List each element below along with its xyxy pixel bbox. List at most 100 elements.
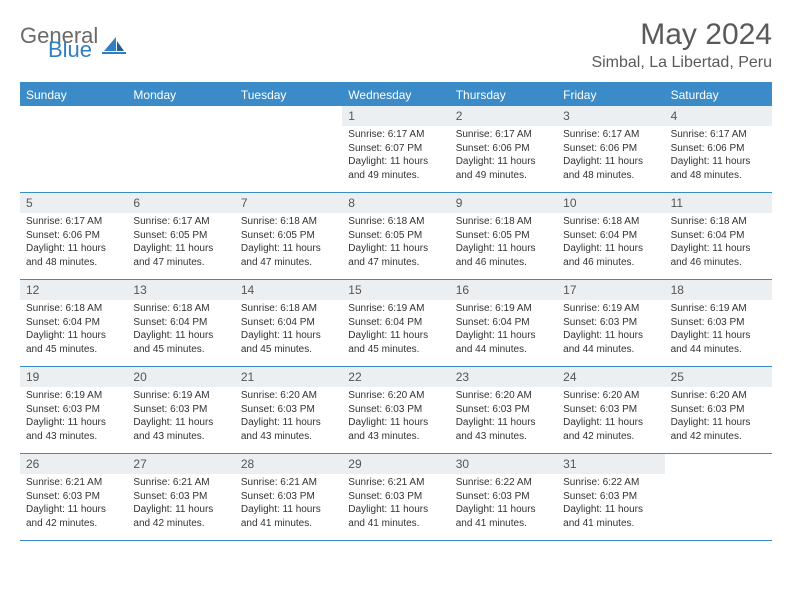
- day-number: 14: [235, 280, 342, 300]
- day-info: Sunrise: 6:20 AMSunset: 6:03 PMDaylight:…: [557, 387, 664, 449]
- day-number: 25: [665, 367, 772, 387]
- day-cell: 15Sunrise: 6:19 AMSunset: 6:04 PMDayligh…: [342, 280, 449, 366]
- day-info: Sunrise: 6:21 AMSunset: 6:03 PMDaylight:…: [20, 474, 127, 536]
- sunrise: Sunrise: 6:17 AM: [456, 128, 551, 142]
- day-header: Thursday: [450, 84, 557, 106]
- day-cell: 25Sunrise: 6:20 AMSunset: 6:03 PMDayligh…: [665, 367, 772, 453]
- day-cell: 18Sunrise: 6:19 AMSunset: 6:03 PMDayligh…: [665, 280, 772, 366]
- day-info: Sunrise: 6:21 AMSunset: 6:03 PMDaylight:…: [342, 474, 449, 536]
- daylight: Daylight: 11 hours and 46 minutes.: [563, 242, 658, 269]
- sunrise: Sunrise: 6:19 AM: [133, 389, 228, 403]
- daylight: Daylight: 11 hours and 42 minutes.: [563, 416, 658, 443]
- daylight: Daylight: 11 hours and 45 minutes.: [241, 329, 336, 356]
- sunrise: Sunrise: 6:21 AM: [26, 476, 121, 490]
- sunrise: Sunrise: 6:17 AM: [26, 215, 121, 229]
- day-number: 20: [127, 367, 234, 387]
- sunset: Sunset: 6:05 PM: [456, 229, 551, 243]
- daylight: Daylight: 11 hours and 48 minutes.: [26, 242, 121, 269]
- daylight: Daylight: 11 hours and 44 minutes.: [456, 329, 551, 356]
- day-info: Sunrise: 6:18 AMSunset: 6:05 PMDaylight:…: [450, 213, 557, 275]
- sunrise: Sunrise: 6:20 AM: [563, 389, 658, 403]
- daylight: Daylight: 11 hours and 49 minutes.: [348, 155, 443, 182]
- day-number: 27: [127, 454, 234, 474]
- day-info: Sunrise: 6:19 AMSunset: 6:04 PMDaylight:…: [342, 300, 449, 362]
- day-cell: 2Sunrise: 6:17 AMSunset: 6:06 PMDaylight…: [450, 106, 557, 192]
- sunrise: Sunrise: 6:18 AM: [26, 302, 121, 316]
- sunset: Sunset: 6:03 PM: [348, 403, 443, 417]
- daylight: Daylight: 11 hours and 47 minutes.: [348, 242, 443, 269]
- calendar: SundayMondayTuesdayWednesdayThursdayFrid…: [20, 82, 772, 541]
- daylight: Daylight: 11 hours and 43 minutes.: [456, 416, 551, 443]
- day-cell: 30Sunrise: 6:22 AMSunset: 6:03 PMDayligh…: [450, 454, 557, 540]
- day-cell: 24Sunrise: 6:20 AMSunset: 6:03 PMDayligh…: [557, 367, 664, 453]
- day-info: Sunrise: 6:18 AMSunset: 6:05 PMDaylight:…: [342, 213, 449, 275]
- day-info: Sunrise: 6:18 AMSunset: 6:04 PMDaylight:…: [235, 300, 342, 362]
- day-info: Sunrise: 6:17 AMSunset: 6:06 PMDaylight:…: [450, 126, 557, 188]
- sunrise: Sunrise: 6:19 AM: [348, 302, 443, 316]
- day-number: 7: [235, 193, 342, 213]
- day-info: Sunrise: 6:17 AMSunset: 6:06 PMDaylight:…: [20, 213, 127, 275]
- day-number: 4: [665, 106, 772, 126]
- daylight: Daylight: 11 hours and 43 minutes.: [26, 416, 121, 443]
- daylight: Daylight: 11 hours and 45 minutes.: [26, 329, 121, 356]
- day-number: 30: [450, 454, 557, 474]
- day-number: 23: [450, 367, 557, 387]
- sunrise: Sunrise: 6:21 AM: [241, 476, 336, 490]
- sunset: Sunset: 6:03 PM: [671, 316, 766, 330]
- daylight: Daylight: 11 hours and 41 minutes.: [348, 503, 443, 530]
- sunset: Sunset: 6:03 PM: [563, 316, 658, 330]
- day-info: Sunrise: 6:17 AMSunset: 6:06 PMDaylight:…: [557, 126, 664, 188]
- sail-icon: [102, 35, 126, 55]
- daylight: Daylight: 11 hours and 41 minutes.: [563, 503, 658, 530]
- day-info: Sunrise: 6:22 AMSunset: 6:03 PMDaylight:…: [557, 474, 664, 536]
- sunrise: Sunrise: 6:20 AM: [241, 389, 336, 403]
- day-info: Sunrise: 6:17 AMSunset: 6:05 PMDaylight:…: [127, 213, 234, 275]
- day-number: 13: [127, 280, 234, 300]
- sunset: Sunset: 6:06 PM: [563, 142, 658, 156]
- brand-text: General Blue: [20, 26, 98, 60]
- day-number: 10: [557, 193, 664, 213]
- daylight: Daylight: 11 hours and 42 minutes.: [671, 416, 766, 443]
- day-cell: 14Sunrise: 6:18 AMSunset: 6:04 PMDayligh…: [235, 280, 342, 366]
- sunrise: Sunrise: 6:17 AM: [133, 215, 228, 229]
- sunrise: Sunrise: 6:19 AM: [671, 302, 766, 316]
- sunset: Sunset: 6:04 PM: [26, 316, 121, 330]
- daylight: Daylight: 11 hours and 44 minutes.: [563, 329, 658, 356]
- daylight: Daylight: 11 hours and 46 minutes.: [456, 242, 551, 269]
- day-info: Sunrise: 6:18 AMSunset: 6:05 PMDaylight:…: [235, 213, 342, 275]
- day-info: Sunrise: 6:18 AMSunset: 6:04 PMDaylight:…: [127, 300, 234, 362]
- sunrise: Sunrise: 6:17 AM: [348, 128, 443, 142]
- day-header: Sunday: [20, 84, 127, 106]
- sunrise: Sunrise: 6:17 AM: [563, 128, 658, 142]
- sunrise: Sunrise: 6:19 AM: [563, 302, 658, 316]
- day-header: Saturday: [665, 84, 772, 106]
- day-cell: 7Sunrise: 6:18 AMSunset: 6:05 PMDaylight…: [235, 193, 342, 279]
- brand-logo: General Blue: [20, 18, 126, 60]
- sunset: Sunset: 6:04 PM: [241, 316, 336, 330]
- day-number: 26: [20, 454, 127, 474]
- day-number: 11: [665, 193, 772, 213]
- daylight: Daylight: 11 hours and 41 minutes.: [241, 503, 336, 530]
- day-number: 6: [127, 193, 234, 213]
- daylight: Daylight: 11 hours and 48 minutes.: [563, 155, 658, 182]
- day-header: Wednesday: [342, 84, 449, 106]
- daylight: Daylight: 11 hours and 47 minutes.: [133, 242, 228, 269]
- week-row: 12Sunrise: 6:18 AMSunset: 6:04 PMDayligh…: [20, 280, 772, 367]
- sunrise: Sunrise: 6:18 AM: [563, 215, 658, 229]
- day-number: 21: [235, 367, 342, 387]
- daylight: Daylight: 11 hours and 47 minutes.: [241, 242, 336, 269]
- sunset: Sunset: 6:03 PM: [26, 490, 121, 504]
- day-cell: 5Sunrise: 6:17 AMSunset: 6:06 PMDaylight…: [20, 193, 127, 279]
- day-cell: 13Sunrise: 6:18 AMSunset: 6:04 PMDayligh…: [127, 280, 234, 366]
- daylight: Daylight: 11 hours and 49 minutes.: [456, 155, 551, 182]
- day-info: Sunrise: 6:19 AMSunset: 6:04 PMDaylight:…: [450, 300, 557, 362]
- day-info: Sunrise: 6:19 AMSunset: 6:03 PMDaylight:…: [557, 300, 664, 362]
- day-cell: [127, 106, 234, 192]
- brand-part2: Blue: [48, 40, 98, 60]
- week-row: 26Sunrise: 6:21 AMSunset: 6:03 PMDayligh…: [20, 454, 772, 541]
- day-number: 2: [450, 106, 557, 126]
- daylight: Daylight: 11 hours and 42 minutes.: [26, 503, 121, 530]
- day-info: Sunrise: 6:17 AMSunset: 6:07 PMDaylight:…: [342, 126, 449, 188]
- sunrise: Sunrise: 6:22 AM: [563, 476, 658, 490]
- sunset: Sunset: 6:03 PM: [26, 403, 121, 417]
